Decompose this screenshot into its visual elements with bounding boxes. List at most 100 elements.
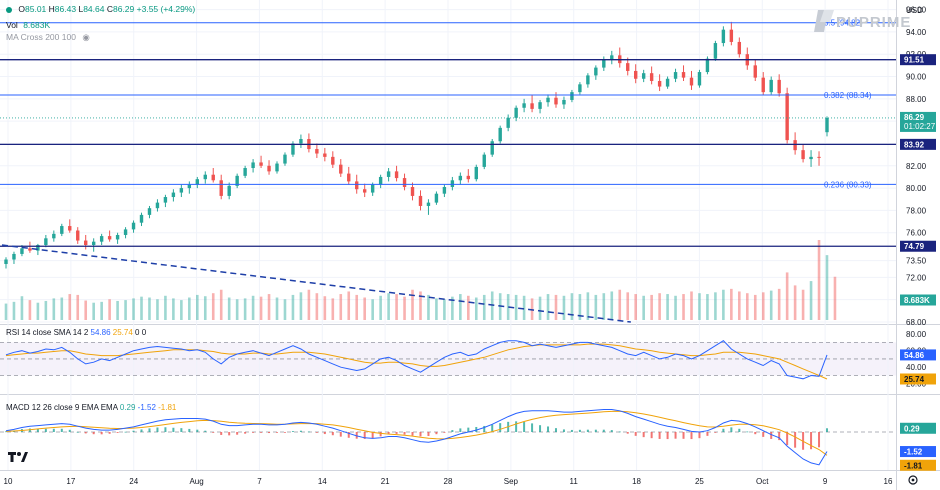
volume-label: Vol (6, 20, 18, 30)
ma-header[interactable]: MA Cross 200 100 ◉ (6, 32, 90, 43)
y-tick-label: 90.00 (906, 73, 927, 82)
candle-body (115, 234, 120, 240)
macd-histogram-bar (52, 428, 55, 432)
volume-bar (283, 299, 287, 320)
candle-body (386, 171, 391, 177)
macd-histogram-bar (754, 432, 757, 435)
candle-body (458, 175, 463, 181)
candle-body (737, 41, 742, 55)
candle-body (291, 143, 295, 155)
candle-body (482, 154, 486, 167)
candle-body (370, 184, 375, 193)
volume-bar (363, 297, 366, 320)
volume-bar (459, 294, 462, 320)
volume-bar (44, 300, 48, 320)
candle-body (633, 70, 638, 79)
candle-body (68, 226, 72, 231)
macd-histogram-bar (140, 429, 143, 432)
volume-bar (84, 300, 88, 320)
macd-histogram-bar (299, 430, 302, 432)
macd-histogram-bar (594, 429, 597, 432)
macd-histogram-bar (268, 432, 271, 434)
candle-body (466, 175, 471, 180)
status-dot-icon (6, 6, 12, 13)
macd-histogram-bar (427, 432, 430, 436)
candle-body (602, 59, 606, 68)
candle-body (418, 195, 423, 206)
candle-body (825, 117, 829, 133)
volume-bar (443, 299, 446, 320)
candle-body (195, 179, 200, 185)
macd-histogram-bar (826, 428, 828, 432)
candle-body (267, 165, 271, 172)
macd-histogram-bar (499, 423, 502, 432)
macd-histogram-bar (100, 432, 103, 435)
rsi-header: RSI 14 close SMA 14 2 54.86 25.74 0 0 (6, 328, 146, 337)
macd-histogram-bar (698, 432, 701, 439)
candle-body (673, 72, 678, 79)
price-tag-bg (900, 111, 936, 132)
candle-body (315, 149, 319, 154)
tradingview-logo-icon (8, 452, 28, 462)
volume-bar (148, 297, 151, 320)
volume-bars (4, 240, 837, 320)
settings-icon[interactable] (908, 475, 918, 485)
candle-body (554, 97, 558, 105)
volume-bar (793, 285, 797, 320)
ohlc-header: O85.01 H86.43 L84.64 C86.29 +3.55 (+4.29… (6, 4, 195, 14)
rsi-ma-tag: 25.74 (904, 375, 925, 384)
candle-body (12, 253, 16, 260)
candle-body (123, 229, 128, 235)
volume-bar (243, 298, 247, 320)
candle-body (155, 202, 160, 209)
macd-histogram-bar (180, 428, 183, 432)
high-label: H (48, 4, 55, 14)
volume-bar (331, 298, 335, 320)
volume-bar (108, 299, 111, 320)
candle-body (187, 184, 192, 189)
horizontal-levels (0, 59, 896, 247)
volume-bar (403, 296, 406, 320)
candle-body (378, 176, 383, 185)
volume-tag-bg (900, 294, 936, 306)
price-axis: 96.0094.0092.0090.0088.0086.0084.0082.00… (906, 6, 927, 327)
macd-histogram-bar (148, 428, 151, 432)
candle-body (251, 162, 255, 169)
candle-body (729, 29, 734, 42)
macd-line (5, 409, 828, 466)
x-tick-label: 28 (444, 477, 453, 486)
volume-bar (219, 289, 223, 320)
candle-body (721, 29, 726, 44)
macd-histogram-bar (108, 432, 111, 434)
macd-histogram-bar (236, 432, 239, 435)
y-tick-label: 88.00 (906, 95, 927, 104)
macd-histogram-bar (706, 432, 709, 436)
volume-bar (714, 292, 717, 320)
macd-histogram-bar (547, 426, 550, 432)
candle-body (243, 168, 247, 176)
macd-histogram-bar (379, 432, 382, 437)
y-tick-label: 82.00 (906, 162, 927, 171)
candle-body (793, 140, 797, 151)
eye-icon[interactable]: ◉ (82, 32, 90, 42)
trendline[interactable] (1, 244, 631, 323)
volume-bar (36, 302, 40, 320)
candle-body (36, 245, 40, 251)
macd-histogram-bar (28, 428, 31, 432)
rsi-extra: 0 0 (135, 328, 147, 337)
macd-histogram-bar (347, 432, 350, 438)
volume-tag: 8.683K (904, 296, 930, 305)
candle-body (84, 240, 88, 246)
volume-bar (674, 295, 677, 320)
candle-body (474, 166, 478, 180)
volume-bar (602, 293, 606, 320)
candle-body (753, 65, 757, 78)
candle-body (777, 79, 781, 94)
candle-body (498, 127, 502, 142)
macd-histogram-bar (602, 429, 605, 432)
rsi-ma-value: 25.74 (112, 328, 133, 337)
macd-header: MACD 12 26 close 9 EMA EMA 0.29 -1.52 -1… (6, 403, 176, 412)
candle-body (506, 117, 510, 128)
macd-histogram-bar (260, 432, 263, 433)
volume-bar (387, 293, 390, 320)
